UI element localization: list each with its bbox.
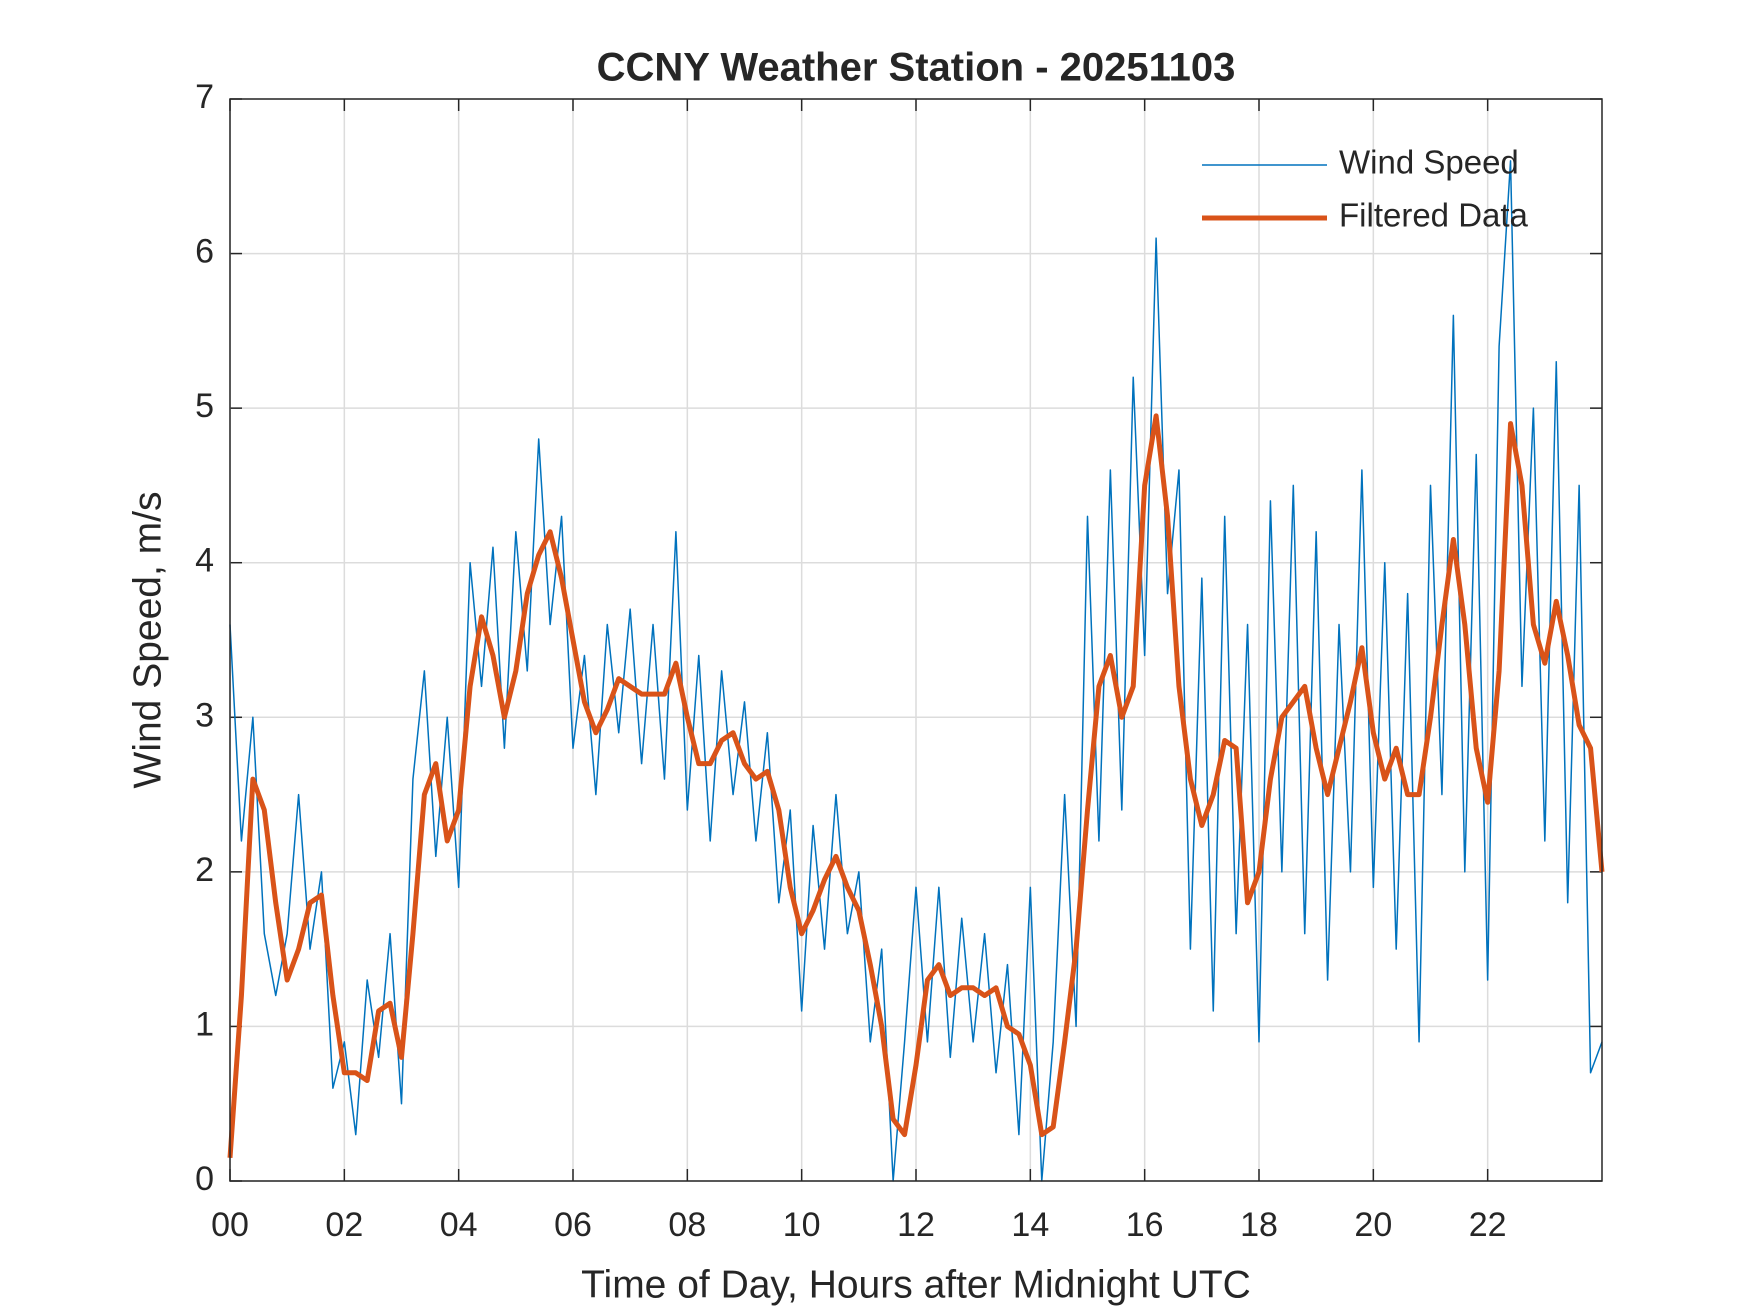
y-tick-label: 5	[195, 387, 214, 425]
x-tick-label: 18	[1240, 1206, 1278, 1244]
x-tick-label: 14	[1011, 1206, 1049, 1244]
axes-box	[229, 98, 1603, 1182]
x-tick-label: 06	[554, 1206, 592, 1244]
y-tick-label: 0	[195, 1160, 214, 1198]
y-tick-label: 6	[195, 233, 214, 271]
data-line	[227, 413, 1605, 1158]
x-tick-label: 00	[211, 1206, 249, 1244]
legend-label: Filtered Data	[1339, 197, 1529, 234]
y-tick-label: 2	[195, 851, 214, 889]
x-tick-label: 20	[1354, 1206, 1392, 1244]
x-tick-label: 04	[440, 1206, 478, 1244]
y-tick-label: 1	[195, 1005, 214, 1043]
x-tick-label: 16	[1126, 1206, 1164, 1244]
y-axis-label: Wind Speed, m/s	[126, 492, 169, 789]
x-tick-label: 12	[897, 1206, 935, 1244]
x-tick-label: 10	[783, 1206, 821, 1244]
data-line	[229, 160, 1603, 1182]
x-tick-label: 22	[1469, 1206, 1507, 1244]
x-axis-label: Time of Day, Hours after Midnight UTC	[581, 1263, 1251, 1306]
y-tick-label: 7	[195, 78, 214, 116]
legend-label: Wind Speed	[1339, 144, 1519, 181]
y-tick-label: 3	[195, 696, 214, 734]
x-tick-label: 02	[325, 1206, 363, 1244]
y-tick-label: 4	[195, 542, 214, 580]
x-tick-label: 08	[668, 1206, 706, 1244]
chart-title: CCNY Weather Station - 20251103	[597, 46, 1236, 90]
